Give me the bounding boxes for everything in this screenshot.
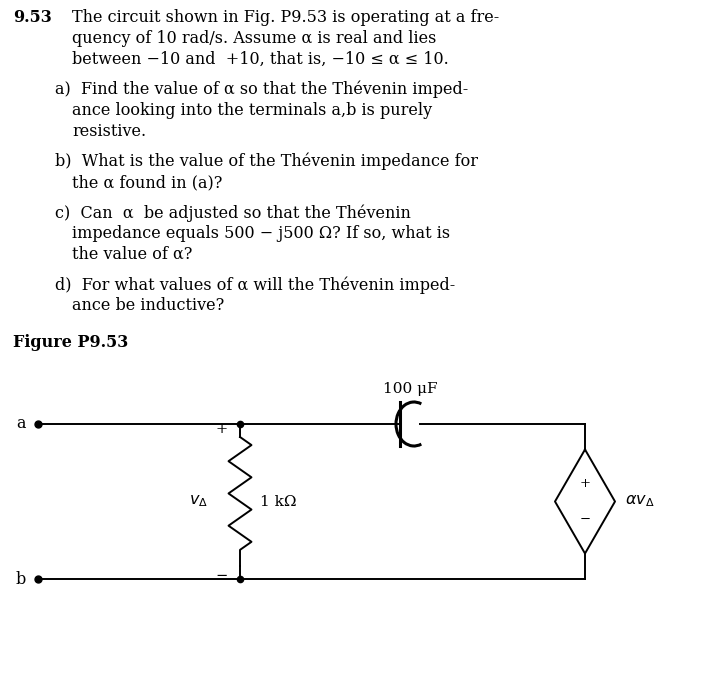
Text: +: + (579, 477, 591, 490)
Text: Figure P9.53: Figure P9.53 (13, 334, 128, 351)
Text: ance looking into the terminals a,b is purely: ance looking into the terminals a,b is p… (72, 102, 432, 119)
Text: −: − (216, 569, 228, 583)
Text: b)  What is the value of the Thévenin impedance for: b) What is the value of the Thévenin imp… (55, 153, 478, 170)
Text: The circuit shown in Fig. P9.53 is operating at a fre-: The circuit shown in Fig. P9.53 is opera… (72, 9, 499, 26)
Text: b: b (16, 570, 26, 588)
Text: impedance equals 500 − j500 Ω? If so, what is: impedance equals 500 − j500 Ω? If so, wh… (72, 225, 450, 242)
Text: +: + (216, 422, 228, 436)
Text: 100 μF: 100 μF (383, 382, 437, 396)
Text: 1 kΩ: 1 kΩ (260, 495, 296, 508)
Text: a)  Find the value of α so that the Thévenin imped-: a) Find the value of α so that the Théve… (55, 81, 468, 99)
Text: quency of 10 rad/s. Assume α is real and lies: quency of 10 rad/s. Assume α is real and… (72, 30, 436, 47)
Text: ance be inductive?: ance be inductive? (72, 297, 224, 314)
Text: between −10 and  +10, that is, −10 ≤ α ≤ 10.: between −10 and +10, that is, −10 ≤ α ≤ … (72, 51, 449, 68)
Text: resistive.: resistive. (72, 123, 146, 140)
Text: a: a (16, 415, 26, 433)
Text: c)  Can  α  be adjusted so that the Thévenin: c) Can α be adjusted so that the Théveni… (55, 204, 411, 221)
Text: the α found in (a)?: the α found in (a)? (72, 174, 223, 191)
Text: d)  For what values of α will the Thévenin imped-: d) For what values of α will the Théveni… (55, 276, 455, 294)
Text: the value of α?: the value of α? (72, 246, 192, 263)
Text: −: − (579, 513, 591, 526)
Text: $\alpha v_\Delta$: $\alpha v_\Delta$ (625, 493, 654, 509)
Text: 9.53: 9.53 (13, 9, 52, 26)
Text: $v_\Delta$: $v_\Delta$ (189, 493, 208, 509)
